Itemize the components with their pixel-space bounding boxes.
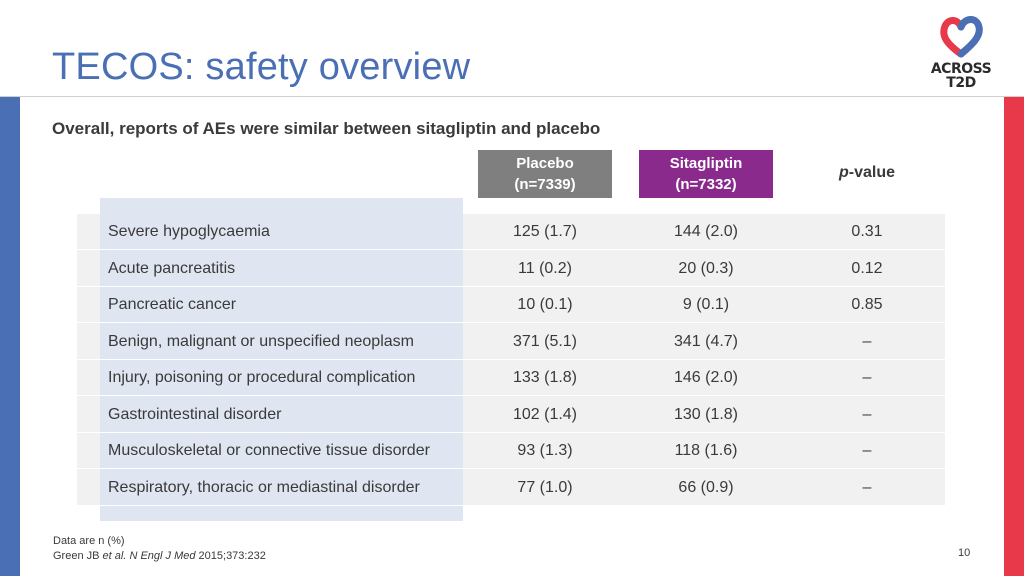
- slide-subtitle: Overall, reports of AEs were similar bet…: [52, 119, 601, 138]
- ae-label: Injury, poisoning or procedural complica…: [108, 369, 416, 386]
- ae-label: Benign, malignant or unspecified neoplas…: [108, 332, 414, 350]
- sitagliptin-value: 341 (4.7): [673, 332, 739, 350]
- placebo-value: 371 (5.1): [512, 332, 578, 350]
- p-value: –: [862, 405, 872, 423]
- table-row: Musculoskeletal or connective tissue dis…: [77, 433, 945, 469]
- slide-title: TECOS: safety overview: [52, 46, 471, 88]
- placebo-value: 77 (1.0): [517, 478, 573, 496]
- sitagliptin-value: 20 (0.3): [678, 259, 734, 277]
- logo-text-line2: T2D: [946, 75, 976, 91]
- table-row: Pancreatic cancer 10 (0.1) 9 (0.1) 0.85: [77, 287, 945, 323]
- p-value: 0.31: [851, 223, 883, 240]
- ae-label: Acute pancreatitis: [108, 259, 236, 277]
- sitagliptin-header: Sitagliptin (n=7332): [639, 150, 773, 198]
- placebo-value: 11 (0.2): [518, 259, 572, 277]
- sitagliptin-value: 9 (0.1): [682, 296, 730, 313]
- logo-text-line1: ACROSS: [930, 61, 992, 77]
- title-divider: [0, 96, 1024, 97]
- ref-rest: 2015;373:232: [195, 550, 266, 562]
- sitagliptin-value: 146 (2.0): [673, 369, 739, 386]
- placebo-value: 125 (1.7): [512, 223, 578, 240]
- placebo-header-n: (n=7339): [514, 176, 576, 193]
- sitagliptin-value: 118 (1.6): [674, 442, 738, 459]
- pvalue-header-suffix: -value: [848, 164, 896, 181]
- table-row: Severe hypoglycaemia 125 (1.7) 144 (2.0) 0.…: [77, 214, 945, 250]
- ae-label: Respiratory, thoracic or mediastinal dis…: [108, 478, 420, 496]
- placebo-header-name: Placebo: [516, 155, 574, 172]
- table-row: Respiratory, thoracic or mediastinal dis…: [77, 470, 945, 506]
- table-row: Gastrointestinal disorder 102 (1.4) 130 (1…: [77, 397, 945, 433]
- right-accent-bar: [1004, 97, 1024, 576]
- p-value: 0.85: [851, 296, 883, 313]
- sitagliptin-value: 144 (2.0): [673, 223, 739, 240]
- placebo-value: 133 (1.8): [512, 369, 578, 386]
- footnote-data-note: Data are n (%): [53, 535, 125, 547]
- table-row: Injury, poisoning or procedural complica…: [77, 360, 945, 396]
- table-row: Acute pancreatitis 11 (0.2) 20 (0.3) 0.12: [77, 251, 945, 287]
- footnote: Data are n (%) Green JB et al. N Engl J …: [53, 534, 266, 564]
- ref-etal: et al.: [102, 550, 127, 562]
- ae-label: Pancreatic cancer: [108, 296, 237, 313]
- page-number: 10: [958, 547, 971, 559]
- pvalue-header-p: p: [838, 164, 849, 181]
- left-accent-bar: [0, 97, 20, 576]
- footnote-reference: Green JB et al. N Engl J Med 2015;373:23…: [53, 549, 266, 564]
- ae-label: Musculoskeletal or connective tissue dis…: [108, 442, 430, 459]
- sitagliptin-header-name: Sitagliptin: [669, 155, 743, 172]
- ae-label: Gastrointestinal disorder: [108, 405, 282, 423]
- ref-journal: N Engl J Med: [126, 550, 196, 562]
- p-value: –: [862, 478, 872, 496]
- sitagliptin-value: 66 (0.9): [678, 478, 734, 496]
- p-value: 0.12: [851, 259, 883, 277]
- logo-heart-icon: [940, 16, 983, 58]
- p-value: –: [862, 332, 872, 350]
- p-value: –: [862, 369, 872, 386]
- across-t2d-logo: ACROSS T2D: [925, 14, 997, 94]
- placebo-value: 102 (1.4): [512, 405, 578, 423]
- placebo-value: 10 (0.1): [517, 296, 573, 313]
- ae-label: Severe hypoglycaemia: [108, 223, 270, 240]
- p-value: –: [862, 442, 872, 459]
- sitagliptin-value: 130 (1.8): [673, 405, 739, 423]
- pvalue-header: p-value: [790, 164, 944, 182]
- label-column-highlight: [100, 198, 463, 521]
- placebo-value: 93 (1.3): [517, 442, 573, 459]
- table-row: Benign, malignant or unspecified neoplas…: [77, 324, 945, 360]
- ref-author: Green JB: [53, 550, 103, 562]
- sitagliptin-header-n: (n=7332): [675, 176, 737, 193]
- placebo-header: Placebo (n=7339): [478, 150, 612, 198]
